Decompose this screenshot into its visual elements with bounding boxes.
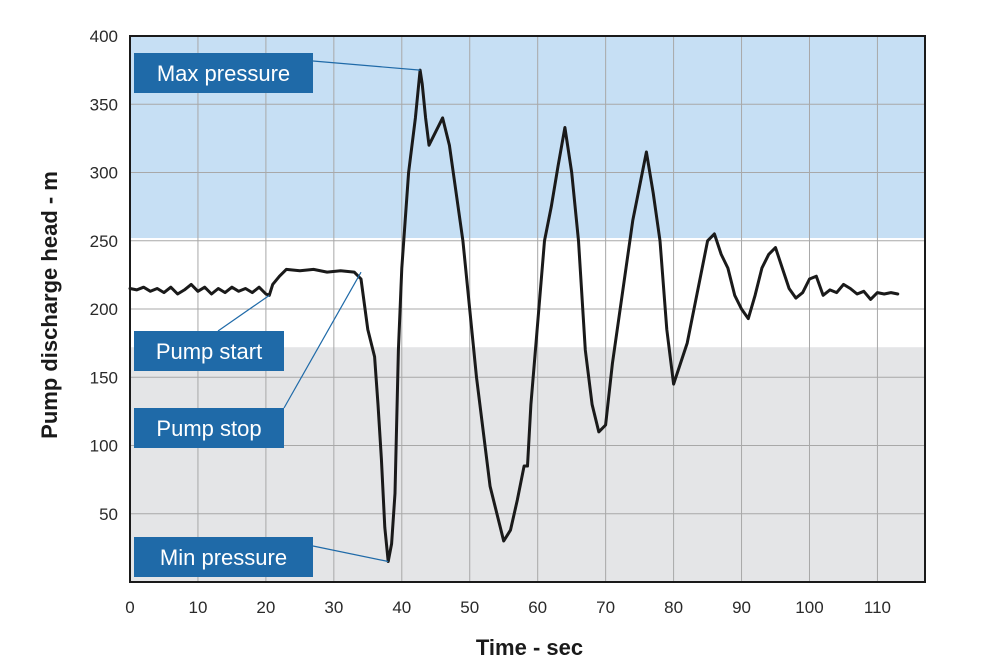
annotation-leader (217, 294, 270, 332)
y-tick-label: 300 (90, 164, 118, 183)
y-tick-label: 250 (90, 232, 118, 251)
annotation-label: Max pressure (157, 61, 290, 86)
x-tick-labels: 0 10 20 30 40 50 60 70 80 90 100 110 (125, 598, 891, 617)
x-tick-label: 10 (188, 598, 207, 617)
plot-frame (129, 35, 926, 583)
annotation-leader (283, 271, 362, 409)
series-line-0 (128, 68, 900, 563)
y-tick-labels: 50 100 150 200 250 300 350 400 (90, 27, 118, 524)
annotation-label: Pump start (156, 339, 262, 364)
x-tick-label: 50 (460, 598, 479, 617)
x-tick-label: 0 (125, 598, 134, 617)
y-tick-label: 200 (90, 300, 118, 319)
annotation-pump-start: Pump start (134, 294, 284, 371)
annotation-box (134, 53, 313, 93)
y-tick-label: 100 (90, 437, 118, 456)
annotation-max-pressure: Max pressure (134, 53, 421, 93)
x-axis-title: Time - sec (476, 635, 583, 660)
annotation-pump-stop: Pump stop (134, 271, 362, 448)
x-tick-label: 30 (324, 598, 343, 617)
y-tick-label: 150 (90, 368, 118, 387)
annotation-leader (312, 60, 421, 71)
x-tick-label: 90 (732, 598, 751, 617)
x-tick-label: 40 (392, 598, 411, 617)
y-tick-label: 400 (90, 27, 118, 46)
annotation-leader (312, 545, 389, 563)
annotation-box (134, 331, 284, 371)
y-tick-label: 350 (90, 95, 118, 114)
x-tick-label: 20 (256, 598, 275, 617)
y-tick-label: 50 (99, 505, 118, 524)
annotations: Max pressure Pump start Pump stop Min press… (134, 53, 421, 577)
annotation-label: Pump stop (156, 416, 261, 441)
annotation-box (134, 408, 284, 448)
x-tick-label: 80 (664, 598, 683, 617)
x-tick-label: 100 (795, 598, 823, 617)
x-tick-label: 70 (596, 598, 615, 617)
annotation-label: Min pressure (160, 545, 287, 570)
series-layer (128, 68, 900, 563)
annotation-min-pressure: Min pressure (134, 537, 389, 577)
annotation-box (134, 537, 313, 577)
x-tick-label: 60 (528, 598, 547, 617)
x-tick-label: 110 (864, 598, 891, 617)
y-axis-title: Pump discharge head - m (37, 171, 62, 439)
